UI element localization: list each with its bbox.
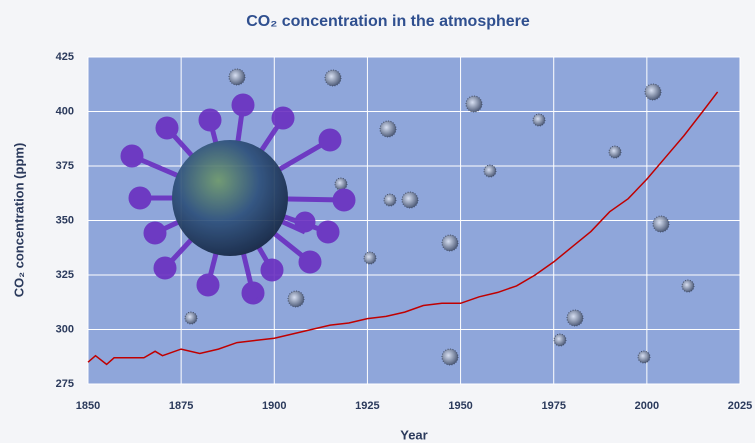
x-tick-label: 2000 [635,400,659,412]
y-tick-label: 375 [56,160,74,172]
y-tick-label: 425 [56,51,74,63]
x-tick-label: 1950 [448,400,472,412]
x-tick-label: 1975 [541,400,565,412]
y-tick-label: 300 [56,323,74,335]
x-tick-label: 1925 [355,400,379,412]
x-axis-label: Year [400,427,427,442]
y-tick-label: 325 [56,269,74,281]
x-tick-label: 1875 [169,400,193,412]
y-axis-label: CO₂ concentration (ppm) [11,143,26,298]
y-tick-label: 400 [56,105,74,117]
chart-title: CO₂ concentration in the atmosphere [246,13,530,30]
x-tick-label: 2025 [728,400,752,412]
y-tick-label: 350 [56,214,74,226]
y-tick-label: 275 [56,378,74,390]
x-tick-label: 1900 [262,400,286,412]
chart: CO₂ concentration in the atmosphere Year… [0,0,755,443]
x-tick-label: 1850 [76,400,100,412]
